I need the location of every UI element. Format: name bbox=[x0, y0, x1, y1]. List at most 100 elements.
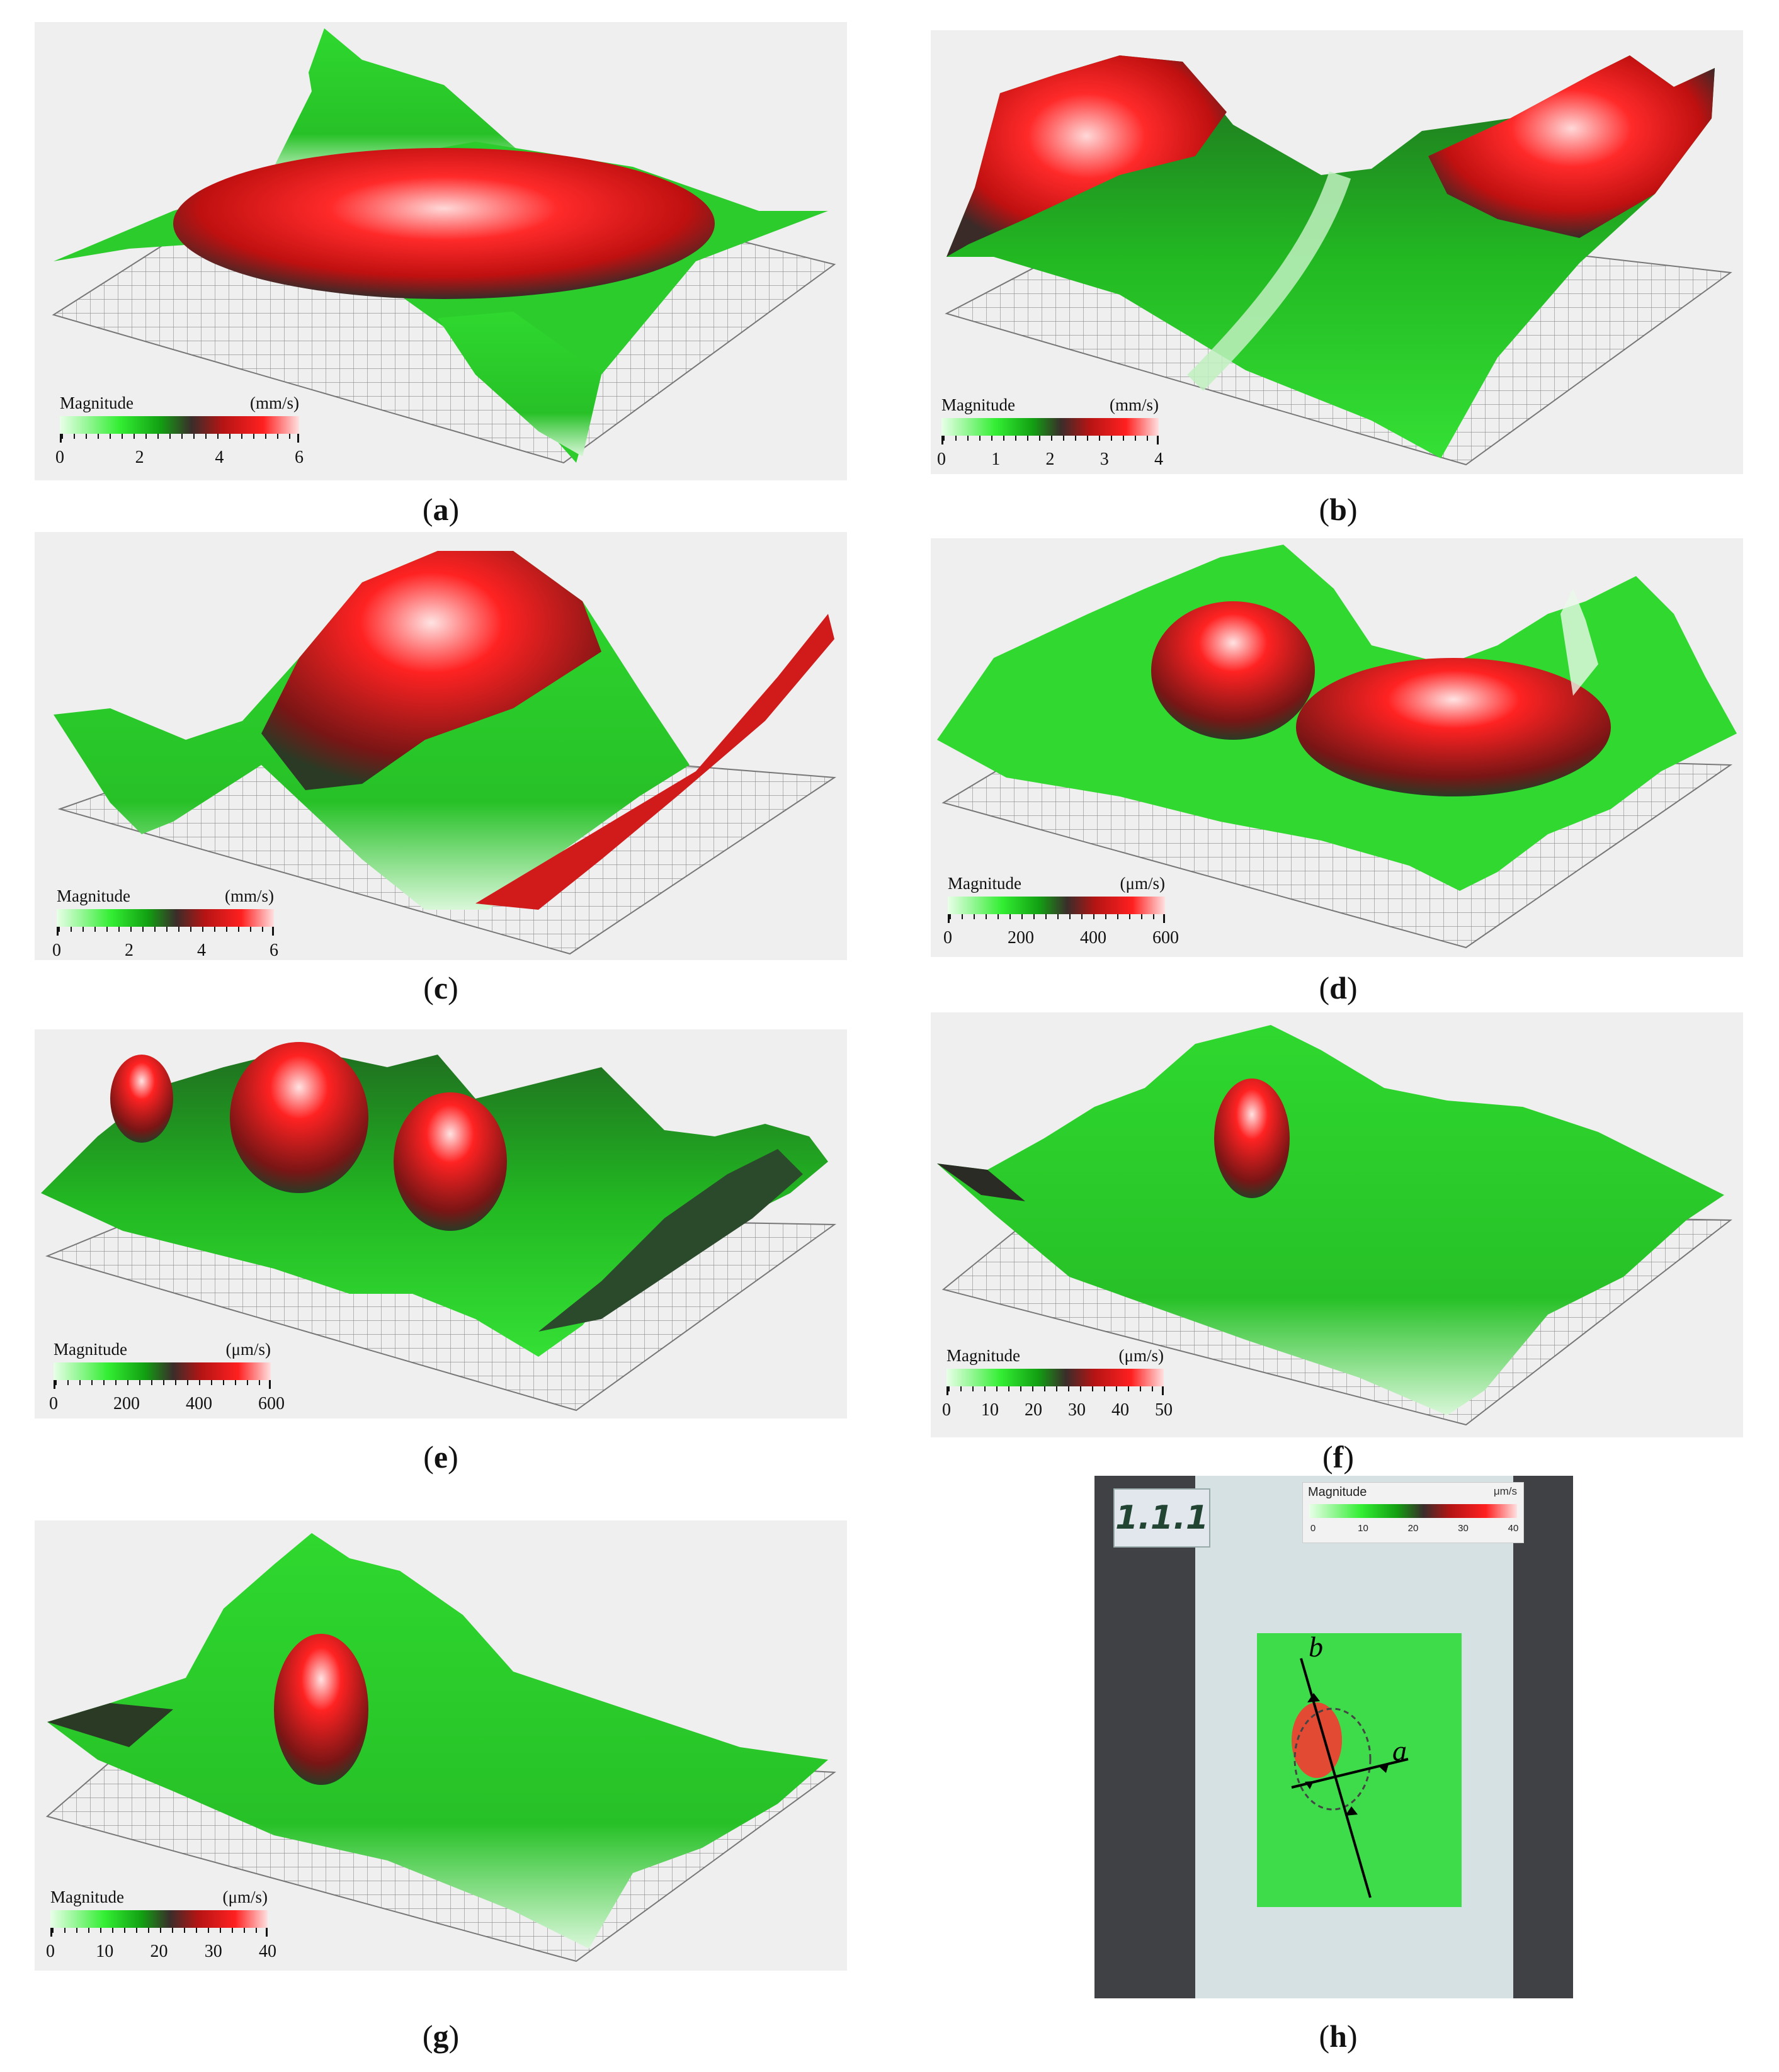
caption-letter: b bbox=[1329, 492, 1347, 527]
tick-label: 10 bbox=[96, 1942, 114, 1961]
tick-label: 10 bbox=[981, 1400, 999, 1420]
surface-plot-g-graphic bbox=[45, 1533, 836, 1962]
tick-label: 30 bbox=[1458, 1523, 1469, 1534]
tick-label: 20 bbox=[150, 1942, 168, 1961]
legend-unit: (μm/s) bbox=[225, 1340, 271, 1359]
red-peak-mid bbox=[394, 1092, 507, 1231]
red-peak-tall bbox=[230, 1042, 368, 1193]
surface-plot-c bbox=[35, 532, 847, 960]
light-valley bbox=[1187, 171, 1351, 391]
dark-edge bbox=[937, 1163, 1025, 1201]
tick-label: 4 bbox=[1154, 450, 1163, 469]
red-spike bbox=[1214, 1078, 1290, 1198]
legend-g: Magnitude (μm/s) 0 10 20 30 40 bbox=[46, 1888, 276, 1976]
color-scale-ticks: 0 200 400 600 bbox=[41, 1394, 285, 1419]
color-scale-bar bbox=[1309, 1504, 1517, 1518]
color-scale-axis bbox=[57, 927, 274, 936]
legend-d: Magnitude (μm/s) 0 200 400 600 bbox=[943, 874, 1179, 962]
legend-title: Magnitude bbox=[50, 1888, 124, 1906]
tick-label: 0 bbox=[52, 941, 61, 960]
color-scale-axis bbox=[54, 1380, 271, 1389]
tick-label: 1 bbox=[991, 450, 1001, 469]
surface-plot-b bbox=[931, 30, 1743, 474]
color-scale-bar bbox=[54, 1362, 271, 1380]
caption-e: (e) bbox=[423, 1439, 458, 1475]
caption-letter: c bbox=[433, 970, 448, 1005]
surface-sheet bbox=[47, 1533, 828, 1949]
tick-label: 600 bbox=[1152, 928, 1179, 948]
caption-g: (g) bbox=[422, 2018, 460, 2054]
back-ridge bbox=[274, 28, 551, 179]
color-scale-ticks: 0 2 4 6 bbox=[47, 448, 312, 473]
caption-letter: h bbox=[1329, 2018, 1347, 2054]
red-ridge-right bbox=[1428, 55, 1715, 238]
red-dome bbox=[261, 551, 601, 790]
photo-legend: Magnitude μm/s 0 10 20 30 40 bbox=[1302, 1482, 1524, 1543]
color-scale-bar bbox=[946, 1369, 1164, 1386]
spike bbox=[1560, 589, 1598, 696]
tick-label: 3 bbox=[1100, 450, 1109, 469]
tick-label: 20 bbox=[1025, 1400, 1042, 1420]
color-scale-axis bbox=[946, 1386, 1164, 1395]
tick-label: 40 bbox=[259, 1942, 276, 1961]
color-scale-axis bbox=[60, 434, 299, 443]
color-scale-ticks: 0 10 20 30 40 bbox=[1303, 1523, 1523, 1534]
legend-unit: (mm/s) bbox=[250, 393, 299, 412]
legend-unit: (μm/s) bbox=[1120, 874, 1165, 893]
surface-plot-e bbox=[35, 1029, 847, 1418]
red-peak-edge bbox=[110, 1055, 173, 1143]
surface-plot-b-graphic bbox=[945, 55, 1732, 466]
axis-label-b: b bbox=[1309, 1631, 1323, 1663]
color-scale-bar bbox=[948, 897, 1165, 914]
color-scale-ticks: 0 200 400 600 bbox=[935, 928, 1179, 953]
tick-label: 50 bbox=[1155, 1400, 1173, 1420]
color-scale-axis bbox=[948, 914, 1165, 923]
color-scale-bar bbox=[57, 909, 274, 927]
color-scale-bar bbox=[50, 1910, 268, 1928]
surface-plot-f-graphic bbox=[937, 1025, 1732, 1426]
tick-label: 400 bbox=[1080, 928, 1106, 948]
arrow-head bbox=[1380, 1762, 1389, 1773]
color-scale-ticks: 0 1 2 3 4 bbox=[929, 450, 1171, 475]
tick-label: 2 bbox=[135, 448, 144, 467]
caption-f: (f) bbox=[1322, 1439, 1354, 1475]
surface-sheet bbox=[937, 1025, 1724, 1415]
legend-title: Magnitude bbox=[60, 393, 134, 412]
red-ridge-left bbox=[946, 55, 1227, 257]
color-scale-axis bbox=[50, 1928, 268, 1937]
caption-d: (d) bbox=[1319, 970, 1358, 1005]
tick-label: 0 bbox=[1310, 1523, 1316, 1534]
color-scale-ticks: 0 10 20 30 40 bbox=[38, 1942, 280, 1967]
caption-h: (h) bbox=[1319, 2018, 1358, 2054]
legend-title: Magnitude bbox=[54, 1340, 127, 1359]
tick-label: 0 bbox=[942, 1400, 951, 1420]
red-spike bbox=[274, 1634, 368, 1785]
tick-label: 200 bbox=[1008, 928, 1034, 948]
surface-plot-c-graphic bbox=[54, 551, 836, 955]
legend-f: Magnitude (μm/s) 0 10 20 30 40 50 bbox=[942, 1346, 1173, 1434]
tick-label: 0 bbox=[46, 1942, 55, 1961]
axis-label-a: a bbox=[1392, 1735, 1407, 1767]
arrow-head bbox=[1307, 1693, 1320, 1702]
arrow-head bbox=[1305, 1781, 1314, 1789]
front-dip bbox=[438, 312, 601, 456]
tick-label: 40 bbox=[1111, 1400, 1129, 1420]
tick-label: 0 bbox=[937, 450, 946, 469]
legend-b: Magnitude (mm/s) 0 1 2 3 4 bbox=[937, 395, 1163, 484]
legend-unit: (mm/s) bbox=[225, 886, 274, 905]
legend-c: Magnitude (mm/s) 0 2 4 6 bbox=[52, 886, 278, 975]
tick-label: 4 bbox=[215, 448, 224, 467]
caption-letter: d bbox=[1329, 970, 1347, 1005]
defect-outline bbox=[1293, 1707, 1372, 1811]
caption-a: (a) bbox=[422, 492, 460, 527]
legend-title: Magnitude bbox=[948, 874, 1021, 893]
specimen-photo: 1.1.1 Magnitude μm/s 0 10 20 30 40 b a bbox=[1094, 1476, 1573, 1998]
caption-b: (b) bbox=[1319, 492, 1358, 527]
legend-unit: (μm/s) bbox=[1118, 1346, 1164, 1365]
legend-title: Magnitude bbox=[57, 886, 130, 905]
tick-label: 4 bbox=[197, 941, 206, 960]
tick-label: 0 bbox=[49, 1394, 58, 1413]
tick-label: 40 bbox=[1508, 1523, 1519, 1534]
color-scale-ticks: 0 2 4 6 bbox=[44, 941, 287, 966]
surface-plot-a bbox=[35, 22, 847, 480]
